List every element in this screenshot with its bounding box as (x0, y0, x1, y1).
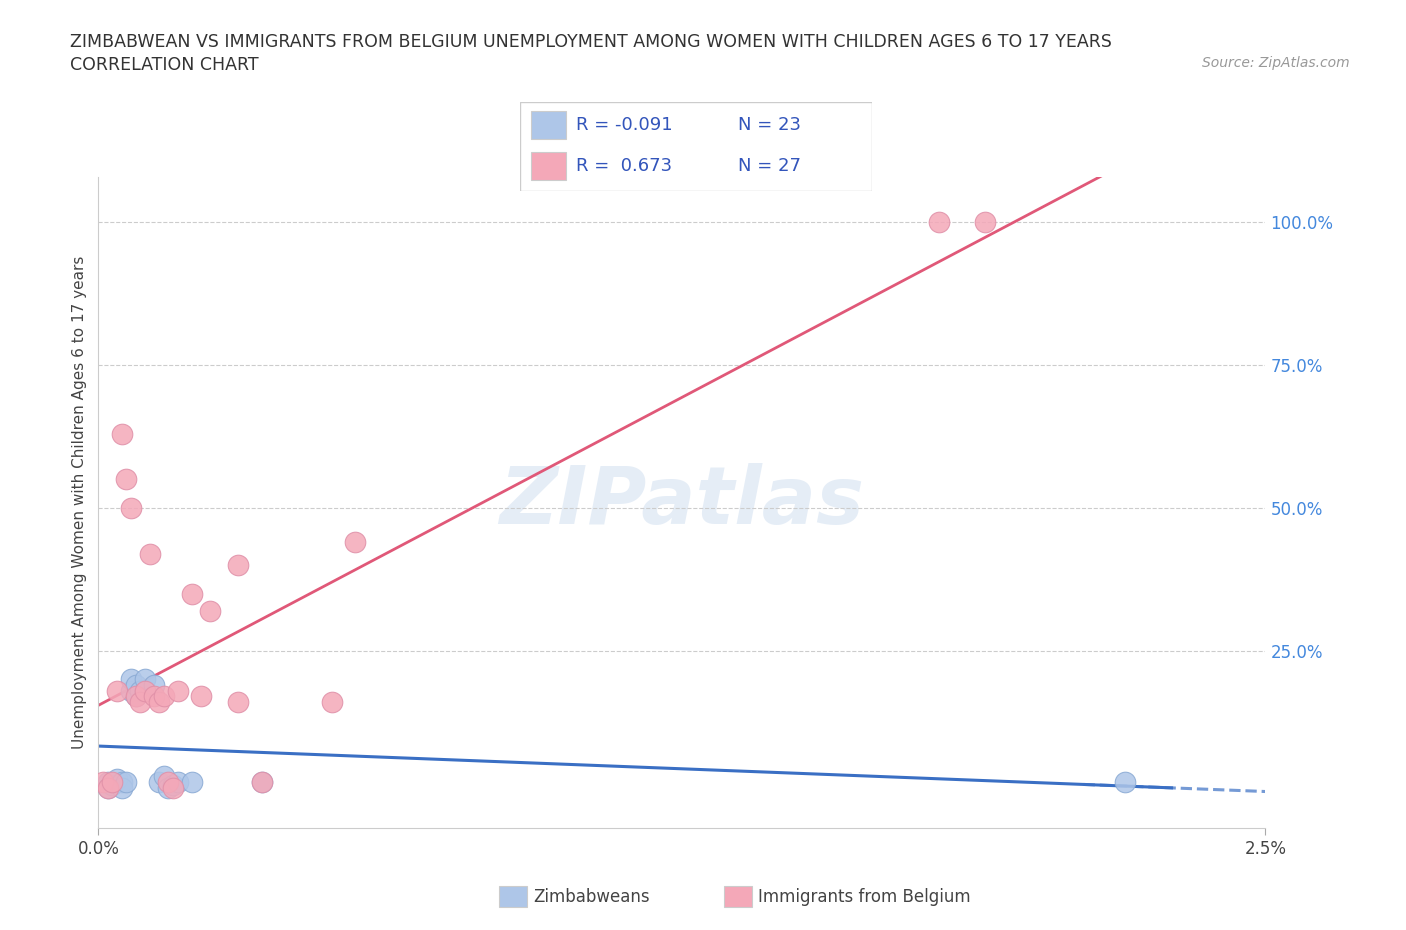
Text: R =  0.673: R = 0.673 (576, 157, 672, 175)
Point (157, 775, 180, 790)
Point (120, 671, 142, 686)
Point (134, 684, 156, 698)
Point (125, 689, 148, 704)
Point (180, 586, 202, 601)
Point (974, 215, 997, 230)
Point (228, 558, 250, 573)
Point (129, 684, 152, 698)
Point (91, 775, 114, 790)
Text: ZIPatlas: ZIPatlas (499, 463, 865, 541)
Point (321, 695, 343, 710)
Point (125, 689, 148, 704)
Point (111, 426, 134, 441)
Point (928, 215, 950, 230)
Y-axis label: Unemployment Among Women with Children Ages 6 to 17 years: Unemployment Among Women with Children A… (72, 256, 87, 749)
Point (105, 684, 128, 698)
Text: R = -0.091: R = -0.091 (576, 116, 673, 134)
Point (97, 775, 120, 790)
Point (105, 772, 128, 787)
Point (180, 775, 202, 790)
Point (250, 775, 273, 790)
Text: ZIMBABWEAN VS IMMIGRANTS FROM BELGIUM UNEMPLOYMENT AMONG WOMEN WITH CHILDREN AGE: ZIMBABWEAN VS IMMIGRANTS FROM BELGIUM UN… (70, 33, 1112, 50)
Point (166, 775, 188, 790)
Point (134, 684, 156, 698)
Text: Source: ZipAtlas.com: Source: ZipAtlas.com (1202, 56, 1350, 70)
Point (111, 775, 134, 790)
Point (115, 472, 138, 486)
Point (250, 775, 273, 790)
Point (162, 777, 184, 792)
Point (115, 775, 138, 790)
Point (148, 775, 170, 790)
Point (143, 677, 166, 692)
Point (120, 500, 142, 515)
Point (139, 546, 162, 561)
Point (125, 677, 148, 692)
Text: N = 23: N = 23 (738, 116, 801, 134)
Bar (531, 111, 565, 140)
Point (143, 689, 166, 704)
Point (200, 604, 222, 618)
Point (101, 775, 124, 790)
Point (134, 671, 156, 686)
Text: Zimbabweans: Zimbabweans (533, 887, 650, 906)
Point (190, 689, 212, 704)
Point (152, 689, 174, 704)
Text: Immigrants from Belgium: Immigrants from Belgium (758, 887, 970, 906)
Point (101, 777, 124, 792)
Point (111, 780, 134, 795)
Point (1114, 775, 1136, 790)
Point (97, 780, 120, 795)
Point (344, 535, 367, 550)
Point (162, 780, 184, 795)
Point (228, 695, 250, 710)
Point (148, 695, 170, 710)
Point (166, 684, 188, 698)
Point (157, 780, 180, 795)
Point (120, 684, 142, 698)
Text: CORRELATION CHART: CORRELATION CHART (70, 56, 259, 73)
Text: N = 27: N = 27 (738, 157, 801, 175)
Point (129, 695, 152, 710)
Point (97, 780, 120, 795)
Bar (531, 152, 565, 180)
Point (152, 769, 174, 784)
